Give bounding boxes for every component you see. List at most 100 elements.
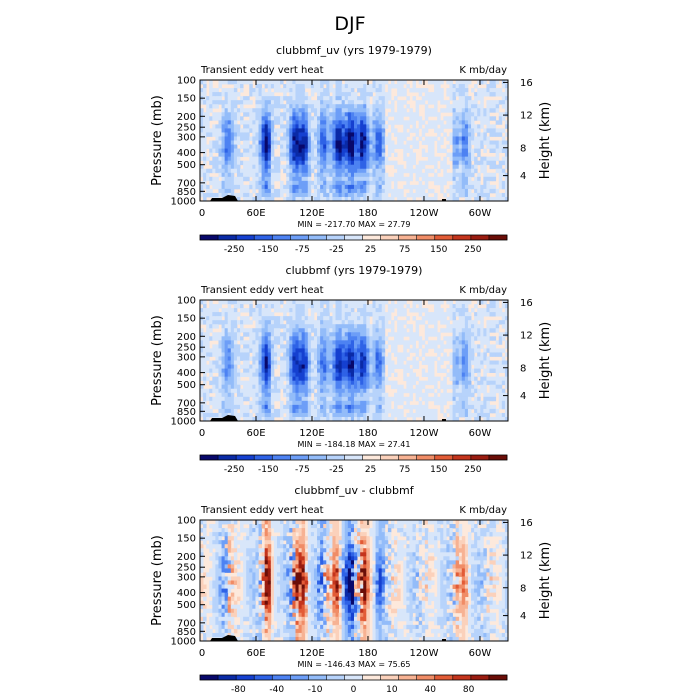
heatmap-cell: [381, 196, 386, 202]
heatmap-cell: [421, 396, 426, 402]
heatmap-cell: [375, 416, 380, 422]
heatmap-cell: [440, 164, 444, 170]
heatmap-cell: [267, 348, 272, 353]
heatmap-cell: [467, 404, 472, 410]
heatmap-cell: [458, 380, 463, 386]
heatmap-cell: [406, 396, 410, 402]
heatmap-cell: [372, 408, 376, 414]
heatmap-cell: [452, 312, 457, 317]
heatmap-cell: [424, 184, 429, 190]
heatmap-cell: [283, 148, 287, 153]
heatmap-cell: [440, 408, 444, 414]
heatmap-cell: [372, 388, 376, 394]
heatmap-cell: [461, 144, 466, 149]
heatmap-cell: [350, 100, 355, 105]
heatmap-cell: [270, 372, 275, 378]
heatmap-cell: [477, 128, 481, 133]
heatmap-cell: [424, 152, 429, 158]
heatmap-cell: [437, 304, 441, 309]
heatmap-cell: [452, 356, 457, 361]
heatmap-cell: [230, 88, 235, 93]
heatmap-cell: [332, 368, 336, 373]
heatmap-cell: [458, 128, 463, 133]
heatmap-cell: [412, 380, 416, 386]
heatmap-cell: [338, 396, 343, 402]
heatmap-cell: [366, 172, 370, 178]
heatmap-cell: [218, 96, 222, 101]
heatmap-cell: [221, 132, 226, 137]
heatmap-cell: [249, 88, 253, 93]
heatmap-cell: [449, 124, 453, 129]
heatmap-cell: [215, 180, 219, 186]
heatmap-cell: [344, 316, 349, 321]
heatmap-cell: [283, 196, 287, 202]
heatmap-cell: [289, 128, 293, 133]
heatmap-cell: [387, 136, 392, 141]
heatmap-cell: [338, 84, 343, 89]
heatmap-cell: [218, 376, 222, 382]
heatmap-cell: [369, 380, 373, 386]
heatmap-cell: [258, 192, 262, 198]
heatmap-cell: [317, 344, 321, 349]
heatmap-cell: [434, 124, 438, 129]
heatmap-cell: [289, 112, 293, 117]
heatmap-cell: [400, 172, 404, 178]
heatmap-cell: [227, 120, 232, 125]
heatmap-cell: [412, 340, 416, 345]
heatmap-cell: [415, 184, 420, 190]
heatmap-cell: [437, 396, 441, 402]
heatmap-cell: [304, 416, 309, 422]
heatmap-cell: [452, 392, 457, 398]
heatmap-cell: [504, 108, 509, 113]
heatmap-cell: [267, 172, 272, 178]
heatmap-cell: [261, 124, 266, 129]
heatmap-cell: [486, 404, 490, 410]
heatmap-cell: [412, 356, 416, 361]
heatmap-cell: [449, 88, 453, 93]
heatmap-cell: [230, 384, 235, 390]
heatmap-cell: [434, 356, 438, 361]
heatmap-cell: [390, 128, 395, 133]
heatmap-cell: [236, 140, 241, 145]
heatmap-cell: [224, 88, 229, 93]
heatmap-cell: [366, 340, 370, 345]
heatmap-cell: [227, 132, 232, 137]
heatmap-cell: [218, 300, 222, 305]
heatmap-cell: [415, 192, 420, 198]
heatmap-cell: [243, 168, 247, 174]
heatmap-cell: [258, 344, 262, 349]
heatmap-cell: [341, 308, 346, 313]
heatmap-cell: [467, 372, 472, 378]
heatmap-cell: [467, 152, 472, 158]
heatmap-cell: [477, 332, 481, 337]
heatmap-cell: [375, 168, 380, 174]
heatmap-cell: [329, 128, 333, 133]
heatmap-cell: [277, 376, 281, 382]
heatmap-cell: [483, 168, 487, 174]
heatmap-cell: [403, 112, 407, 117]
heatmap-cell: [409, 156, 413, 162]
heatmap-cell: [289, 308, 293, 313]
heatmap-cell: [261, 100, 266, 105]
heatmap-cell: [304, 156, 309, 162]
heatmap-cell: [347, 172, 352, 178]
heatmap-cell: [304, 184, 309, 190]
heatmap-cell: [267, 180, 272, 186]
heatmap-cell: [230, 336, 235, 341]
heatmap-cell: [378, 84, 383, 89]
heatmap-cell: [252, 144, 256, 149]
heatmap-cell: [332, 388, 336, 394]
heatmap-cell: [474, 92, 478, 97]
heatmap-cell: [249, 344, 253, 349]
heatmap-cell: [347, 192, 352, 198]
heatmap-cell: [304, 80, 309, 85]
heatmap-cell: [357, 320, 361, 325]
heatmap-cell: [264, 176, 269, 182]
heatmap-cell: [332, 160, 336, 166]
heatmap-cell: [360, 348, 364, 353]
heatmap-cell: [357, 132, 361, 137]
heatmap-cell: [480, 332, 484, 337]
heatmap-cell: [313, 116, 318, 121]
heatmap-cell: [455, 144, 460, 149]
heatmap-cell: [474, 144, 478, 149]
